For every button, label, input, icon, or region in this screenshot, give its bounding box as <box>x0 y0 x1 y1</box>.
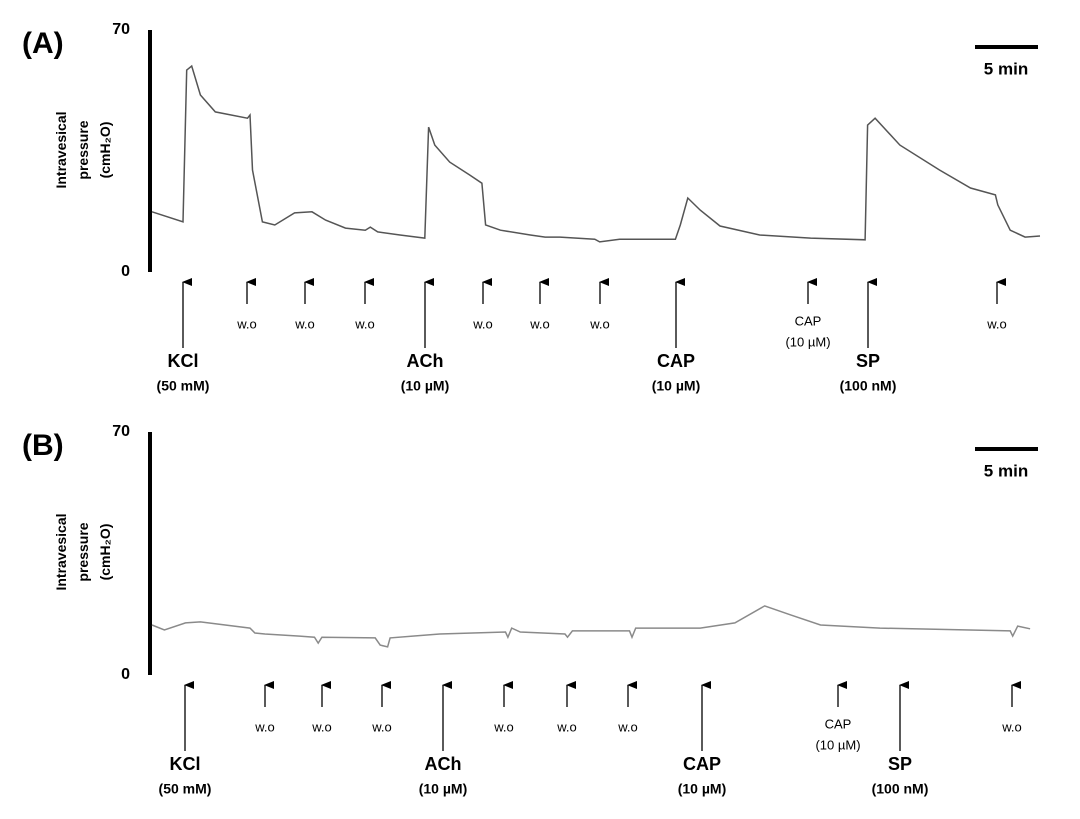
y-tick-label: 0 <box>121 263 130 280</box>
annotation-label: w.o <box>371 719 392 734</box>
y-tick-label: 70 <box>112 21 130 38</box>
annotation-label: w.o <box>294 316 315 331</box>
annotation-sublabel: (10 µM) <box>401 378 450 394</box>
annotation-label: w.o <box>354 316 375 331</box>
annotation-label: w.o <box>617 719 638 734</box>
annotation-label: CAP <box>795 313 822 328</box>
annotation-label: CAP <box>683 754 721 774</box>
annotation-label: w.o <box>529 316 550 331</box>
y-axis-label: Intravesical pressure (cmH₂O) <box>53 111 113 188</box>
annotation-sublabel: (10 µM) <box>678 781 727 797</box>
annotation-sublabel: (10 µM) <box>815 737 860 752</box>
y-axis-label-line: pressure <box>75 120 91 179</box>
annotation-label: w.o <box>254 719 275 734</box>
annotation-label: SP <box>888 754 912 774</box>
annotation-label: w.o <box>1001 719 1022 734</box>
y-axis-label: Intravesical pressure (cmH₂O) <box>53 513 113 590</box>
annotation-label: KCl <box>170 754 201 774</box>
annotation-sublabel: (100 nM) <box>840 378 897 394</box>
annotation-label: w.o <box>986 316 1007 331</box>
y-axis-label-line: Intravesical <box>53 111 69 188</box>
scale-bar-label: 5 min <box>984 461 1028 480</box>
y-tick-label: 70 <box>112 423 130 440</box>
annotation-sublabel: (50 mM) <box>157 378 210 394</box>
annotation-label: w.o <box>556 719 577 734</box>
annotation-sublabel: (10 µM) <box>785 334 830 349</box>
panel-label: (A) <box>22 27 64 60</box>
annotation-sublabel: (10 µM) <box>652 378 701 394</box>
y-axis-label-line: pressure <box>75 522 91 581</box>
pressure-trace <box>151 64 1041 243</box>
annotation-sublabel: (10 µM) <box>419 781 468 797</box>
annotation-label: ACh <box>407 351 444 371</box>
annotation-label: w.o <box>472 316 493 331</box>
annotation-label: w.o <box>493 719 514 734</box>
annotation-label: w.o <box>236 316 257 331</box>
y-axis-label-line: (cmH₂O) <box>97 524 113 581</box>
scale-bar-label: 5 min <box>984 59 1028 78</box>
y-axis-label-line: (cmH₂O) <box>97 122 113 179</box>
pressure-trace <box>151 605 1031 648</box>
panel-label: (B) <box>22 429 64 462</box>
annotation-label: w.o <box>589 316 610 331</box>
annotation-label: CAP <box>657 351 695 371</box>
annotation-sublabel: (50 mM) <box>159 781 212 797</box>
annotation-sublabel: (100 nM) <box>872 781 929 797</box>
annotation-label: KCl <box>168 351 199 371</box>
annotation-label: ACh <box>425 754 462 774</box>
annotation-label: SP <box>856 351 880 371</box>
annotation-label: CAP <box>825 716 852 731</box>
annotation-label: w.o <box>311 719 332 734</box>
y-axis-label-line: Intravesical <box>53 513 69 590</box>
y-tick-label: 0 <box>121 666 130 683</box>
